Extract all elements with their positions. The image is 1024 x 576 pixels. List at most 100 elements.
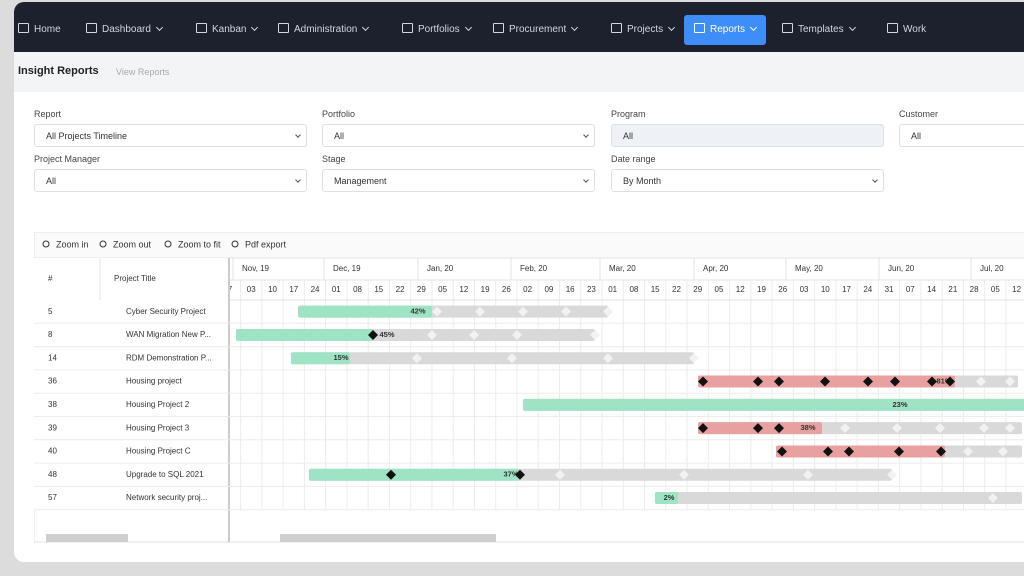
chevron [464, 23, 472, 32]
row-id: 48 [48, 470, 57, 479]
nav-item[interactable]: Administration [278, 15, 370, 45]
toolbar-button[interactable]: Zoom out [113, 239, 152, 249]
milestone [518, 306, 528, 317]
milestone [469, 329, 479, 340]
nav-item[interactable]: Portfolios [402, 15, 472, 45]
scrollbar-left[interactable] [46, 534, 128, 542]
nav-item[interactable]: Kanban [196, 15, 259, 45]
nav-item[interactable]: Reports [684, 15, 766, 45]
progress-label: 42% [410, 307, 425, 316]
nav-label: Procurement [509, 24, 567, 35]
milestone [507, 353, 517, 364]
row-title[interactable]: Upgrade to SQL 2021 [126, 470, 204, 479]
milestone [753, 376, 763, 387]
day-label: 16 [566, 285, 575, 294]
nav-label: Kanban [212, 24, 247, 35]
page-title: Insight Reports [18, 65, 99, 77]
day-label: 24 [311, 285, 320, 294]
filter-select[interactable]: By Month [611, 169, 884, 192]
chevron [872, 177, 878, 183]
toolbar-button[interactable]: Zoom to fit [178, 239, 221, 249]
nav-icon [18, 23, 29, 33]
chevron [848, 23, 856, 32]
day-label: 05 [438, 285, 447, 294]
nav-item[interactable]: Dashboard [86, 15, 163, 45]
milestone [561, 306, 571, 317]
nav-item[interactable]: Procurement [493, 15, 579, 45]
day-label: 05 [715, 285, 724, 294]
filter-select[interactable]: Management [322, 169, 595, 192]
nav-label: Templates [798, 24, 844, 35]
nav-item[interactable]: Templates [782, 15, 856, 45]
milestone [894, 446, 904, 457]
filter-label: Project Manager [34, 154, 101, 164]
nav-label: Home [34, 24, 61, 35]
milestone [1005, 423, 1015, 434]
toolbar-icon [231, 240, 239, 248]
milestone [892, 423, 902, 434]
day-label: 12 [736, 285, 745, 294]
filter-select[interactable]: All Projects Timeline [34, 124, 307, 147]
row-id: 57 [48, 493, 57, 502]
chevron [571, 23, 579, 32]
milestone [689, 353, 699, 364]
nav-item[interactable]: Home [18, 15, 61, 45]
filter-label: Portfolio [322, 109, 356, 119]
row-id: 8 [48, 330, 53, 339]
row-id: 38 [48, 400, 57, 409]
toolbar-bg [34, 232, 1024, 259]
app-window: Home Dashboard Kanban Administration Portfol… [14, 2, 1024, 562]
column-header: Project Title [114, 274, 156, 283]
row-title[interactable]: WAN Migration New P... [126, 330, 211, 339]
milestone [432, 306, 442, 317]
chevron [583, 177, 589, 183]
milestone [777, 446, 787, 457]
column-header: # [48, 274, 53, 283]
month-label: Jul, 20 [980, 264, 1004, 273]
scrollbar-right[interactable] [280, 534, 496, 542]
day-label: 14 [927, 285, 936, 294]
nav-bar: Home Dashboard Kanban Administration Portfol… [14, 2, 1024, 52]
row-title[interactable]: Housing Project 3 [126, 423, 190, 432]
toolbar-button[interactable]: Zoom in [56, 239, 89, 249]
milestone [887, 469, 897, 480]
row-title[interactable]: Network security proj... [126, 493, 207, 502]
milestone [590, 329, 600, 340]
month-label: Feb, 20 [520, 264, 548, 273]
filter-select[interactable]: All [899, 124, 1024, 147]
task-progress [236, 328, 372, 341]
day-label: 02 [523, 285, 532, 294]
nav-icon [887, 23, 898, 33]
task-bar[interactable] [291, 352, 694, 365]
toolbar-icon [42, 240, 50, 248]
task-bar[interactable] [655, 492, 1022, 505]
toolbar-button[interactable]: Pdf export [245, 239, 287, 249]
nav-icon [611, 23, 622, 33]
nav-icon [196, 23, 207, 33]
milestone [774, 376, 784, 387]
day-label: 17 [289, 285, 298, 294]
day-label: 12 [1012, 285, 1021, 294]
nav-icon [278, 23, 289, 33]
milestone [963, 446, 973, 457]
row-title[interactable]: Housing Project C [126, 447, 191, 456]
milestone [515, 469, 525, 480]
nav-icon [402, 23, 413, 33]
row-title[interactable]: Cyber Security Project [126, 307, 206, 316]
row-id: 39 [48, 423, 57, 432]
filter-select[interactable]: All [322, 124, 595, 147]
nav-item[interactable]: Projects [611, 15, 676, 45]
row-title[interactable]: RDM Demonstration P... [126, 353, 212, 362]
day-label: 08 [629, 285, 638, 294]
view-reports-link[interactable]: View Reports [116, 67, 170, 77]
row-title[interactable]: Housing Project 2 [126, 400, 190, 409]
milestone [840, 423, 850, 434]
row-title[interactable]: Housing project [126, 377, 182, 386]
nav-icon [782, 23, 793, 33]
nav-item[interactable]: Work [887, 15, 926, 45]
filter-select[interactable]: All [34, 169, 307, 192]
milestone [698, 376, 708, 387]
milestone [844, 446, 854, 457]
day-label: 10 [268, 285, 277, 294]
day-label: 03 [247, 285, 256, 294]
